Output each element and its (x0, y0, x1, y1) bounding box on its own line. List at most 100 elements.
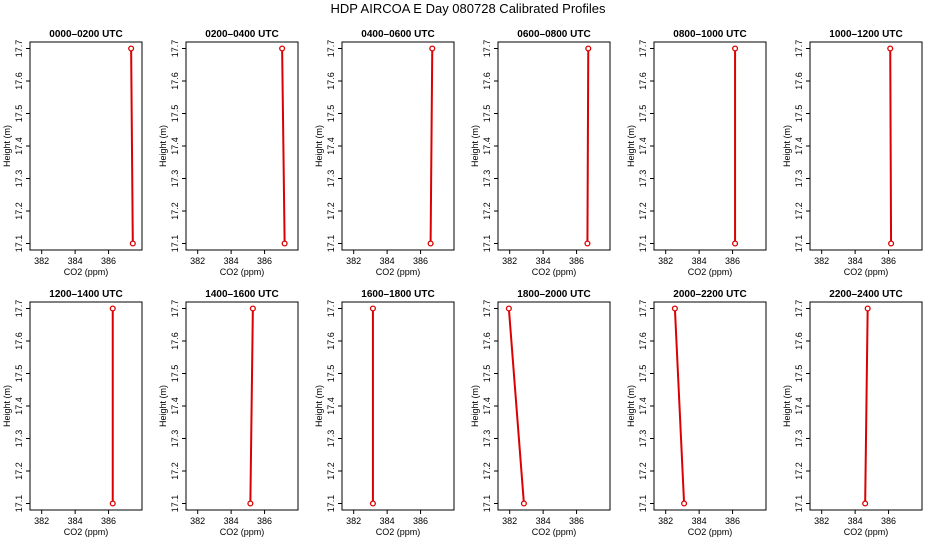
y-tick-label: 17.6 (794, 72, 804, 90)
profile-point (109, 305, 116, 312)
y-tick-label: 17.4 (482, 397, 492, 415)
x-tick-label: 382 (658, 516, 673, 526)
panel-title: 0000–0200 UTC (49, 29, 122, 40)
y-tick-label: 17.5 (794, 105, 804, 123)
x-axis-label: CO2 (ppm) (688, 527, 733, 537)
y-axis-label: Height (m) (782, 125, 792, 167)
x-tick-label: 384 (536, 516, 551, 526)
x-tick-label: 384 (380, 256, 395, 266)
y-tick-label: 17.5 (638, 365, 648, 383)
y-tick-label: 17.3 (14, 170, 24, 188)
x-tick-label: 384 (692, 256, 707, 266)
x-axis-label: CO2 (ppm) (376, 267, 421, 277)
y-tick-label: 17.6 (14, 72, 24, 90)
y-tick-label: 17.2 (638, 202, 648, 220)
profile-panel: 1200–1400 UTC 382 384 386 17.1 17.2 17.3 17.4 17… (2, 289, 143, 537)
y-tick-label: 17.7 (170, 40, 180, 58)
plot-frame (497, 301, 611, 511)
x-tick-label: 382 (658, 256, 673, 266)
plot-frame (185, 41, 299, 251)
y-tick-label: 17.5 (326, 105, 336, 123)
profile-panel: 0800–1000 UTC 382 384 386 17.1 17.2 17.3 17.4 17… (626, 29, 767, 277)
x-axis-label: CO2 (ppm) (64, 527, 109, 537)
y-tick-label: 17.4 (638, 397, 648, 415)
y-tick-label: 17.2 (170, 202, 180, 220)
y-axis-label: Height (m) (158, 125, 168, 167)
panel-title: 0200–0400 UTC (205, 29, 278, 40)
y-tick-label: 17.2 (14, 462, 24, 480)
y-axis-label: Height (m) (626, 385, 636, 427)
profile-line (673, 308, 686, 504)
x-tick-label: 382 (346, 256, 361, 266)
profile-line (507, 308, 525, 504)
y-tick-label: 17.4 (482, 137, 492, 155)
x-tick-label: 382 (34, 516, 49, 526)
y-tick-label: 17.6 (638, 72, 648, 90)
y-tick-label: 17.6 (170, 332, 180, 350)
panel-title: 1600–1800 UTC (361, 289, 434, 300)
panel-title: 1000–1200 UTC (829, 29, 902, 40)
y-tick-label: 17.4 (326, 137, 336, 155)
y-tick-label: 17.3 (14, 430, 24, 448)
profile-point (281, 240, 288, 247)
y-tick-label: 17.1 (794, 495, 804, 513)
x-tick-label: 384 (224, 256, 239, 266)
y-tick-label: 17.6 (326, 332, 336, 350)
x-tick-label: 382 (502, 516, 517, 526)
profile-point (429, 45, 436, 52)
profile-panel: 1800–2000 UTC 382 384 386 17.1 17.2 17.3 17.4 17… (470, 289, 611, 537)
x-axis-label: CO2 (ppm) (688, 267, 733, 277)
x-tick-label: 384 (224, 516, 239, 526)
y-tick-label: 17.5 (638, 105, 648, 123)
profile-line (429, 48, 434, 244)
y-tick-label: 17.5 (14, 105, 24, 123)
x-tick-label: 386 (257, 516, 272, 526)
y-tick-label: 17.5 (794, 365, 804, 383)
profile-point (505, 305, 512, 312)
y-tick-label: 17.3 (326, 170, 336, 188)
x-tick-label: 382 (190, 516, 205, 526)
x-tick-label: 382 (34, 256, 49, 266)
x-tick-label: 384 (692, 516, 707, 526)
profile-point (732, 45, 739, 52)
y-tick-label: 17.5 (170, 365, 180, 383)
x-tick-label: 386 (725, 256, 740, 266)
y-axis-label: Height (m) (314, 385, 324, 427)
panel-title: 0800–1000 UTC (673, 29, 746, 40)
y-tick-label: 17.6 (794, 332, 804, 350)
x-tick-label: 386 (101, 516, 116, 526)
y-tick-label: 17.7 (170, 300, 180, 318)
x-tick-label: 386 (257, 256, 272, 266)
y-axis-label: Height (m) (158, 385, 168, 427)
y-tick-label: 17.2 (638, 462, 648, 480)
x-tick-label: 382 (814, 256, 829, 266)
x-tick-label: 382 (346, 516, 361, 526)
y-tick-label: 17.3 (482, 430, 492, 448)
y-tick-label: 17.4 (326, 397, 336, 415)
profile-point (520, 500, 527, 507)
plot-frame (29, 301, 143, 511)
y-tick-label: 17.1 (638, 235, 648, 253)
y-tick-label: 17.2 (170, 462, 180, 480)
profile-panel: 0600–0800 UTC 382 384 386 17.1 17.2 17.3 17.4 17… (470, 29, 611, 277)
y-tick-label: 17.3 (794, 430, 804, 448)
y-tick-label: 17.6 (638, 332, 648, 350)
panel-title: 0600–0800 UTC (517, 29, 590, 40)
profile-line (281, 48, 286, 244)
x-tick-label: 384 (848, 516, 863, 526)
y-tick-label: 17.1 (326, 495, 336, 513)
y-tick-label: 17.4 (14, 397, 24, 415)
profile-point (732, 240, 739, 247)
y-tick-label: 17.4 (638, 137, 648, 155)
profile-point (109, 500, 116, 507)
y-tick-label: 17.6 (326, 72, 336, 90)
y-axis-label: Height (m) (314, 125, 324, 167)
plot-frame (653, 41, 767, 251)
y-tick-label: 17.3 (326, 430, 336, 448)
y-tick-label: 17.3 (638, 170, 648, 188)
profile-point (247, 500, 254, 507)
profile-point (279, 45, 286, 52)
y-tick-label: 17.4 (170, 397, 180, 415)
y-tick-label: 17.3 (638, 430, 648, 448)
